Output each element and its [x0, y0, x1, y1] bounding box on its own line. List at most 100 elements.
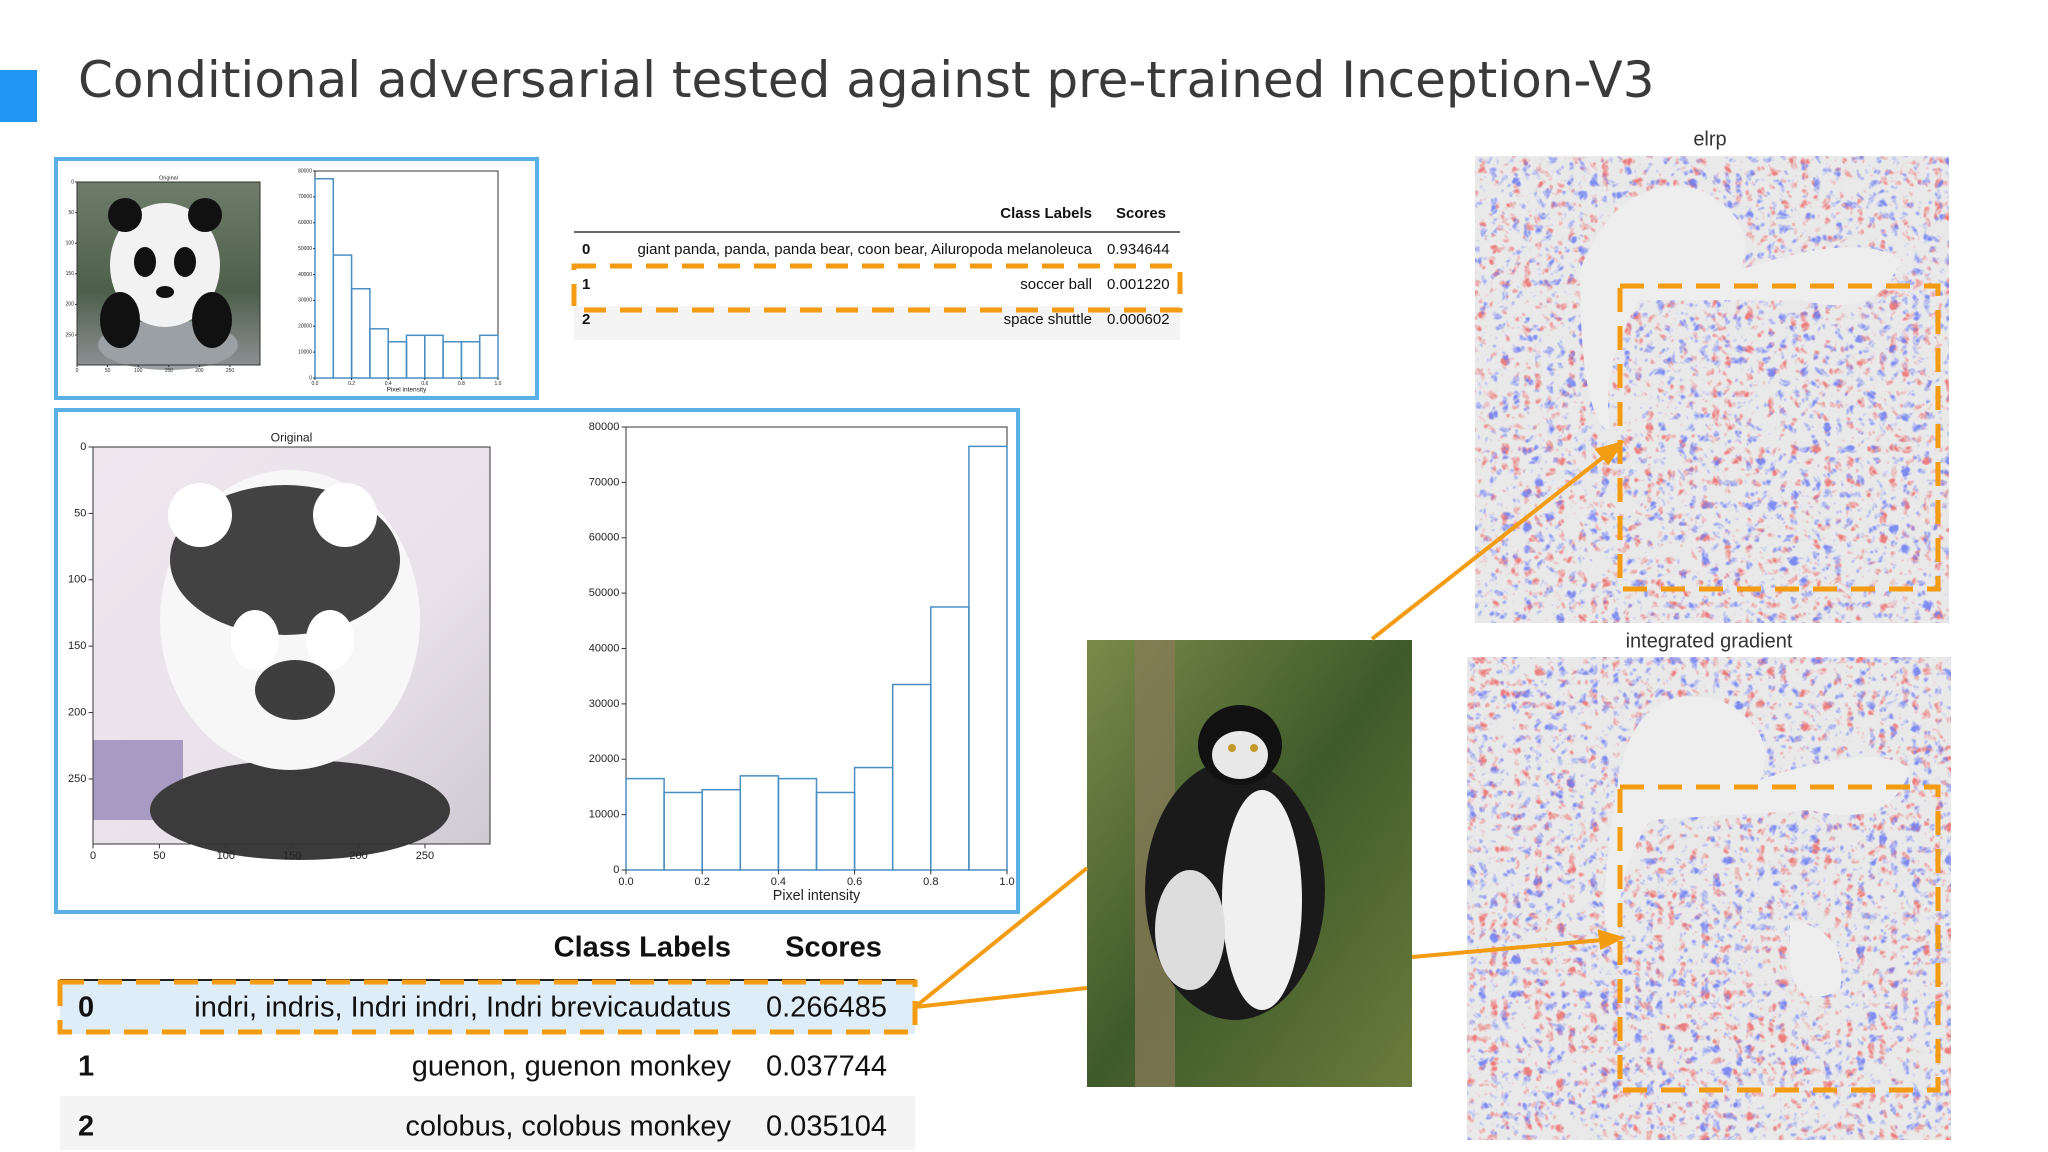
x-tick-label: 0.0 [312, 381, 319, 387]
histogram-bar [369, 328, 389, 379]
y-tick-label: 50000 [589, 587, 620, 599]
x-tick-label: 0.6 [847, 876, 862, 888]
x-axis-label: Pixel intensity [387, 387, 427, 394]
heatmap [1475, 156, 1949, 623]
x-tick-label: 1.0 [999, 876, 1014, 888]
class-label: colobus, colobus monkey [405, 1111, 731, 1143]
histogram-bar [460, 341, 481, 379]
score: 0.035104 [766, 1111, 887, 1143]
highlight-box [1617, 784, 1941, 1093]
histogram-bar [739, 775, 780, 871]
accent-square [0, 70, 37, 122]
y-tick-label: 100 [66, 241, 75, 247]
y-tick-label: 60000 [298, 220, 312, 226]
row-index: 1 [582, 276, 590, 293]
y-tick-label: 30000 [589, 698, 620, 710]
row-index: 0 [582, 241, 590, 258]
y-tick-label: 20000 [589, 753, 620, 765]
class-label: space shuttle [1004, 311, 1092, 328]
y-tick-label: 150 [66, 271, 75, 277]
x-tick-label: 50 [153, 850, 165, 862]
y-tick-label: 10000 [589, 809, 620, 821]
x-tick-label: 0.2 [695, 876, 710, 888]
panda-image [77, 182, 260, 370]
x-tick-label: 250 [416, 850, 434, 862]
x-tick-label: 200 [349, 850, 367, 862]
x-tick-label: 0.4 [385, 381, 392, 387]
panel-frame [54, 157, 539, 400]
y-tick-label: 50000 [298, 246, 312, 252]
x-tick-label: 100 [217, 850, 235, 862]
x-tick-label: 0 [90, 850, 96, 862]
x-tick-label: 0.8 [458, 381, 465, 387]
y-tick-label: 200 [68, 706, 86, 718]
row-background [60, 1096, 915, 1150]
row-index: 1 [78, 1051, 94, 1083]
highlight-box [1617, 283, 1941, 592]
histogram-bar [777, 777, 818, 871]
adversarial-image [93, 447, 490, 860]
class-label: guenon, guenon monkey [412, 1051, 732, 1083]
y-tick-label: 20000 [298, 324, 312, 330]
y-tick-label: 0 [613, 864, 619, 876]
indri-photo [1087, 640, 1412, 1087]
histogram-bar [387, 341, 408, 379]
y-tick-label: 0 [309, 375, 312, 381]
x-tick-label: 1.0 [495, 381, 502, 387]
image-frame [92, 446, 491, 845]
column-header: Scores [1116, 205, 1166, 222]
x-tick-label: 0.8 [923, 876, 938, 888]
histogram-bar [701, 788, 742, 871]
score: 0.000602 [1107, 311, 1170, 328]
column-header: Class Labels [1000, 205, 1092, 222]
x-tick-label: 100 [134, 368, 143, 374]
histogram-bar [314, 178, 335, 379]
histogram-bar [405, 334, 426, 379]
y-tick-label: 250 [68, 773, 86, 785]
y-tick-label: 30000 [298, 298, 312, 304]
y-tick-label: 100 [68, 574, 86, 586]
image-title: Original [271, 430, 313, 444]
y-tick-label: 10000 [298, 349, 312, 355]
histogram-bar [853, 766, 894, 871]
score: 0.001220 [1107, 276, 1170, 293]
histogram-bar [625, 777, 665, 871]
y-tick-label: 60000 [589, 532, 620, 544]
score: 0.266485 [766, 992, 887, 1024]
x-tick-label: 0.0 [618, 876, 633, 888]
class-label: giant panda, panda, panda bear, coon bea… [637, 241, 1092, 258]
row-index: 2 [582, 311, 590, 328]
panel-frame [54, 408, 1020, 914]
y-tick-label: 250 [66, 332, 75, 338]
x-tick-label: 150 [165, 368, 174, 374]
histogram-bar [663, 791, 703, 871]
y-tick-label: 80000 [298, 168, 312, 174]
histogram-bar [968, 445, 1008, 871]
x-tick-label: 0.4 [771, 876, 786, 888]
y-tick-label: 0 [80, 441, 86, 453]
histogram-bar [478, 334, 499, 379]
x-tick-label: 50 [105, 368, 111, 374]
x-tick-label: 0 [76, 368, 79, 374]
heatmap-title: integrated gradient [1626, 630, 1793, 652]
x-tick-label: 250 [226, 368, 235, 374]
histogram-bar [424, 334, 444, 379]
class-label: indri, indris, Indri indri, Indri brevic… [194, 992, 731, 1024]
histogram-bar [350, 287, 371, 379]
y-tick-label: 70000 [589, 476, 620, 488]
heatmap-title: elrp [1693, 128, 1726, 150]
heatmap [1467, 657, 1951, 1140]
y-tick-label: 40000 [298, 272, 312, 278]
histogram-bar [930, 606, 970, 871]
image-title: Original [159, 175, 178, 181]
x-tick-label: 200 [195, 368, 204, 374]
row-background [60, 981, 915, 1034]
column-header: Class Labels [554, 932, 731, 964]
histogram-bar [332, 254, 353, 379]
y-tick-label: 50 [74, 507, 86, 519]
row-index: 0 [78, 992, 94, 1024]
x-tick-label: 150 [283, 850, 301, 862]
score: 0.037744 [766, 1051, 887, 1083]
y-tick-label: 70000 [298, 194, 312, 200]
